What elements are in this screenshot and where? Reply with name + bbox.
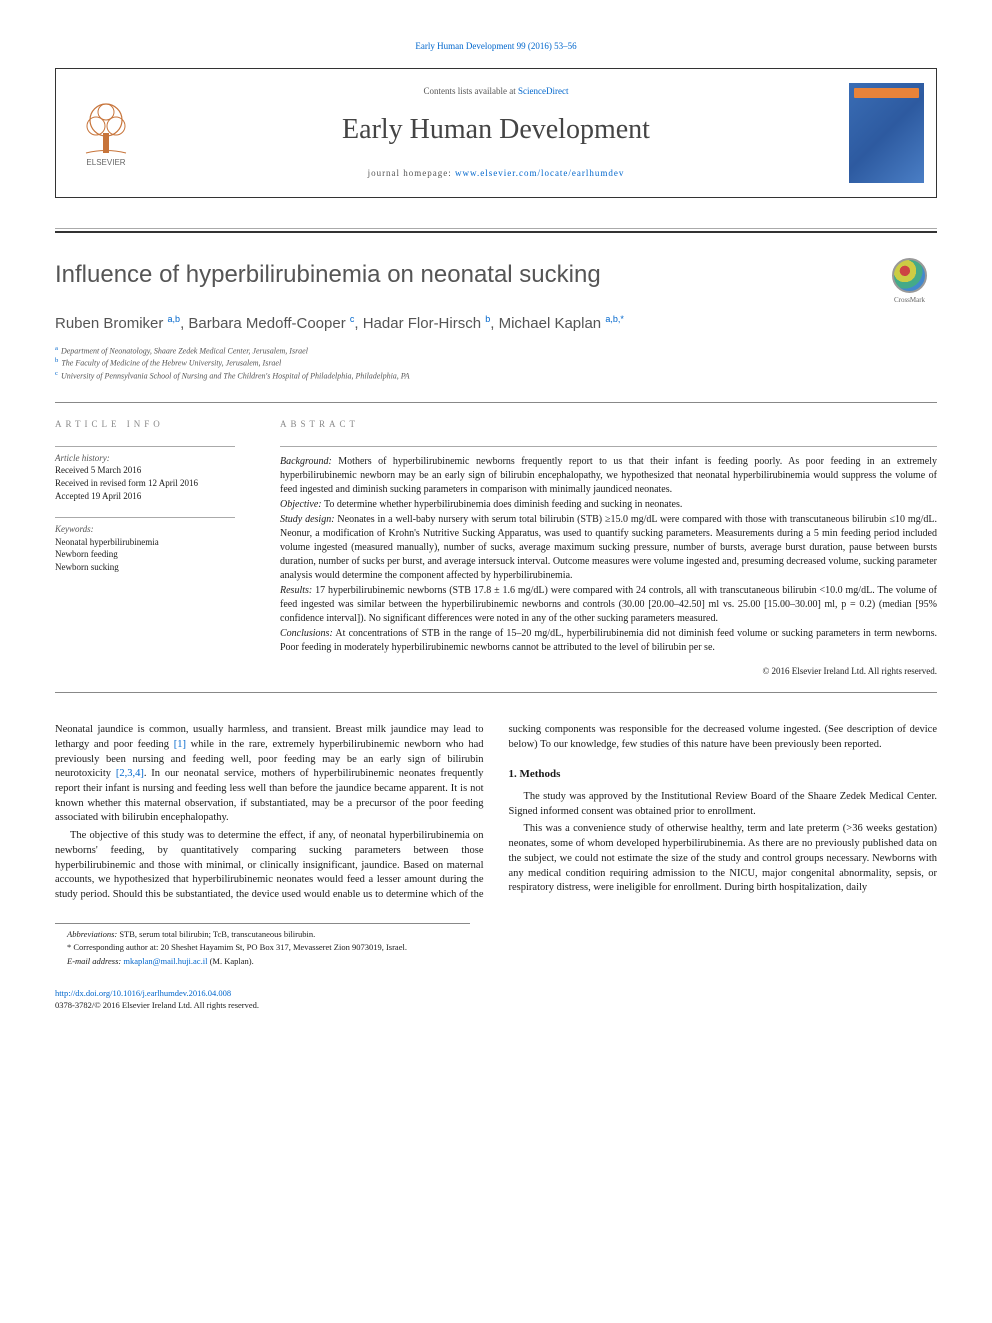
- history-revised: Received in revised form 12 April 2016: [55, 477, 255, 490]
- abbrev-label: Abbreviations:: [67, 929, 117, 939]
- history-label: Article history:: [55, 452, 255, 465]
- keyword: Newborn feeding: [55, 548, 255, 561]
- author-name: Ruben Bromiker: [55, 315, 168, 332]
- journal-homepage: journal homepage: www.elsevier.com/locat…: [368, 167, 625, 180]
- elsevier-logo: ELSEVIER: [76, 98, 136, 168]
- journal-ref-top: Early Human Development 99 (2016) 53–56: [55, 40, 937, 53]
- abstract-concl-label: Conclusions:: [280, 628, 333, 639]
- crossmark-label: CrossMark: [882, 296, 937, 306]
- abstract-bg-label: Background:: [280, 456, 332, 467]
- journal-header: ELSEVIER Contents lists available at Sci…: [55, 68, 937, 198]
- affil-text: Department of Neonatology, Shaare Zedek …: [61, 346, 308, 355]
- divider: [55, 517, 235, 518]
- methods-p2: This was a convenience study of otherwis…: [509, 822, 938, 895]
- affil-sup: a: [55, 345, 58, 352]
- journal-cover-icon: [849, 83, 924, 183]
- citation-link[interactable]: [2,3,4]: [116, 768, 144, 779]
- authors-line: Ruben Bromiker a,b, Barbara Medoff-Coope…: [55, 313, 937, 334]
- abstract-obj: To determine whether hyperbilirubinemia …: [322, 499, 683, 510]
- email-label: E-mail address:: [67, 956, 123, 966]
- doi-link[interactable]: http://dx.doi.org/10.1016/j.earlhumdev.2…: [55, 988, 231, 998]
- author-affil-sup: a,b: [168, 314, 181, 324]
- crossmark-badge[interactable]: CrossMark: [882, 258, 937, 313]
- cover-thumbnail-box: [836, 69, 936, 197]
- author-name: , Hadar Flor-Hirsch: [354, 315, 485, 332]
- contents-available: Contents lists available at ScienceDirec…: [424, 85, 569, 98]
- abbrev-text: STB, serum total bilirubin; TcB, transcu…: [117, 929, 315, 939]
- affil-text: The Faculty of Medicine of the Hebrew Un…: [61, 359, 281, 368]
- divider-thick: [55, 231, 937, 233]
- abstract-design: Neonates in a well-baby nursery with ser…: [280, 514, 937, 581]
- citation-link[interactable]: [1]: [174, 739, 186, 750]
- email-link[interactable]: mkaplan@mail.huji.ac.il: [123, 956, 207, 966]
- history-received: Received 5 March 2016: [55, 464, 255, 477]
- elsevier-tree-icon: ELSEVIER: [76, 98, 136, 168]
- author-affil-sup: a,b,*: [605, 314, 624, 324]
- abstract-design-label: Study design:: [280, 514, 335, 525]
- abstract-copyright: © 2016 Elsevier Ireland Ltd. All rights …: [280, 665, 937, 678]
- divider: [55, 692, 937, 693]
- affil-sup: c: [55, 370, 58, 377]
- crossmark-icon: [892, 258, 927, 293]
- article-info-label: article info: [55, 418, 255, 431]
- journal-title: Early Human Development: [342, 110, 650, 149]
- author-name: , Michael Kaplan: [490, 315, 605, 332]
- divider: [280, 446, 937, 447]
- abstract-concl: At concentrations of STB in the range of…: [280, 628, 937, 653]
- keyword: Newborn sucking: [55, 561, 255, 574]
- email-suffix: (M. Kaplan).: [207, 956, 253, 966]
- keyword: Neonatal hyperbilirubinemia: [55, 536, 255, 549]
- affil-sup: b: [55, 357, 58, 364]
- history-accepted: Accepted 19 April 2016: [55, 490, 255, 503]
- sciencedirect-link[interactable]: ScienceDirect: [518, 86, 568, 96]
- divider: [55, 402, 937, 403]
- methods-p1: The study was approved by the Institutio…: [509, 790, 938, 819]
- affiliations: aDepartment of Neonatology, Shaare Zedek…: [55, 344, 937, 383]
- abstract-results-label: Results:: [280, 585, 312, 596]
- divider: [55, 446, 235, 447]
- homepage-link[interactable]: www.elsevier.com/locate/earlhumdev: [455, 168, 624, 178]
- abstract-label: abstract: [280, 418, 937, 431]
- abstract-obj-label: Objective:: [280, 499, 322, 510]
- abstract-column: abstract Background: Mothers of hyperbil…: [280, 418, 937, 677]
- svg-text:ELSEVIER: ELSEVIER: [86, 158, 125, 167]
- keywords-label: Keywords:: [55, 523, 255, 536]
- abstract-results: 17 hyperbilirubinemic newborns (STB 17.8…: [280, 585, 937, 624]
- author-name: , Barbara Medoff-Cooper: [180, 315, 350, 332]
- article-title: Influence of hyperbilirubinemia on neona…: [55, 258, 601, 292]
- methods-heading: 1. Methods: [509, 767, 938, 782]
- footnotes: Abbreviations: STB, serum total bilirubi…: [55, 923, 470, 969]
- issn-copyright: 0378-3782/© 2016 Elsevier Ireland Ltd. A…: [55, 1000, 259, 1010]
- publisher-logo-box: ELSEVIER: [56, 69, 156, 197]
- article-info-column: article info Article history: Received 5…: [55, 418, 255, 677]
- page-footer: http://dx.doi.org/10.1016/j.earlhumdev.2…: [55, 988, 937, 1012]
- abstract-bg: Mothers of hyperbilirubinemic newborns f…: [280, 456, 937, 495]
- corr-text: Corresponding author at: 20 Sheshet Haya…: [73, 942, 407, 952]
- divider: [55, 228, 937, 229]
- affil-text: University of Pennsylvania School of Nur…: [61, 372, 410, 381]
- body-text: Neonatal jaundice is common, usually har…: [55, 723, 937, 902]
